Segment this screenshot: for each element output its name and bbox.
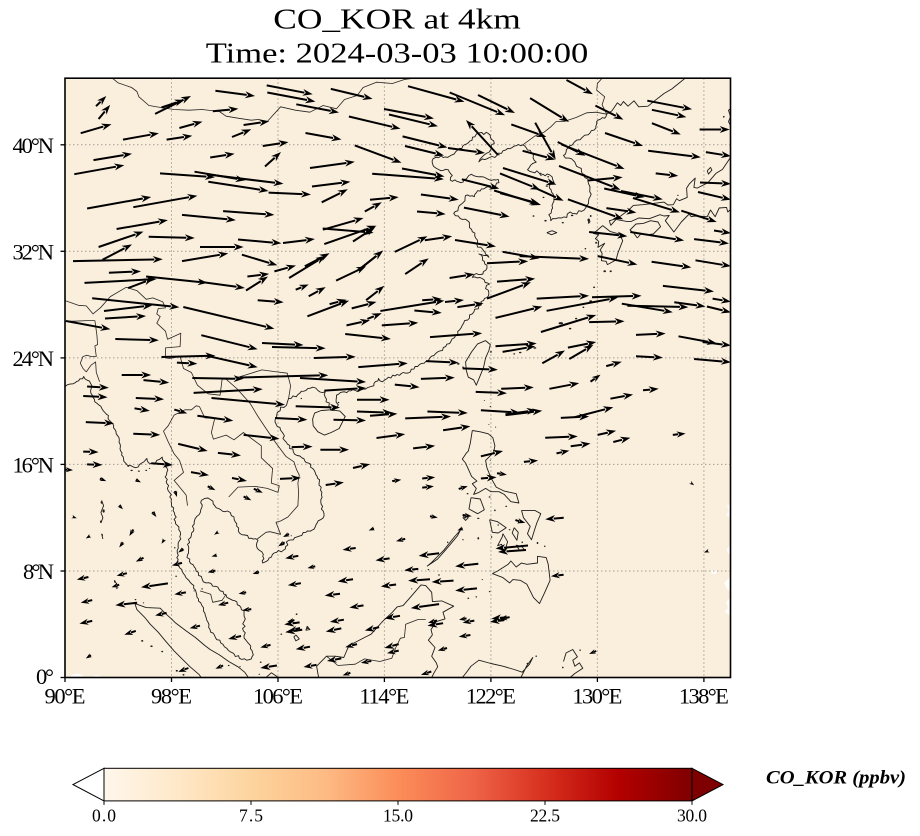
- svg-text:7.5: 7.5: [239, 806, 263, 826]
- svg-text:CO_KOR (ppbv): CO_KOR (ppbv): [766, 768, 906, 789]
- svg-text:90°E: 90°E: [45, 684, 86, 709]
- svg-text:24°N: 24°N: [13, 346, 55, 371]
- svg-text:98°E: 98°E: [151, 684, 192, 709]
- svg-text:40°N: 40°N: [13, 133, 55, 158]
- svg-text:8°N: 8°N: [23, 559, 54, 584]
- svg-text:32°N: 32°N: [13, 239, 55, 264]
- svg-text:15.0: 15.0: [383, 806, 413, 826]
- svg-text:114°E: 114°E: [359, 684, 409, 709]
- svg-text:0.0: 0.0: [92, 806, 116, 826]
- svg-text:16°N: 16°N: [13, 452, 55, 477]
- svg-text:0°: 0°: [36, 664, 54, 689]
- svg-text:30.0: 30.0: [677, 806, 707, 826]
- svg-text:106°E: 106°E: [253, 684, 303, 709]
- svg-text:130°E: 130°E: [572, 684, 622, 709]
- svg-text:138°E: 138°E: [679, 684, 729, 709]
- svg-text:22.5: 22.5: [530, 806, 560, 826]
- svg-text:122°E: 122°E: [466, 684, 516, 709]
- svg-text:Time: 2024-03-03 10:00:00: Time: 2024-03-03 10:00:00: [206, 38, 589, 70]
- svg-text:CO_KOR at 4km: CO_KOR at 4km: [273, 4, 521, 36]
